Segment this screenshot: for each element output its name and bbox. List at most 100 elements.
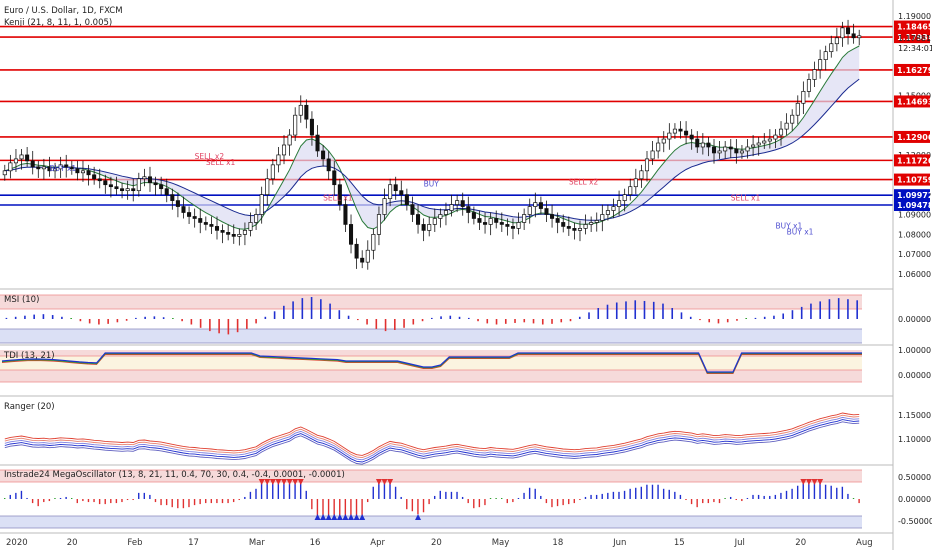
mega-bar — [238, 499, 240, 501]
mega-bar — [439, 490, 441, 499]
msi-bar — [236, 319, 239, 333]
mega-bar — [629, 488, 631, 499]
msi-bar — [227, 319, 230, 335]
price-axis[interactable]: 1.190001.150001.120001.100001.090001.080… — [894, 12, 932, 279]
mega-bar — [852, 498, 855, 499]
mega-bar — [316, 499, 319, 516]
candle-body — [846, 27, 851, 35]
candle-body — [561, 222, 566, 227]
mega-bar — [355, 499, 358, 516]
mega-pane[interactable]: Instrade24 MegaOscillator (13, 8, 21, 11… — [0, 469, 932, 529]
mega-bar — [59, 497, 62, 499]
mega-bar — [819, 482, 821, 499]
candle-body — [75, 168, 80, 174]
msi-bar — [329, 303, 331, 319]
candle-body — [544, 208, 549, 215]
candle-body — [706, 142, 711, 148]
tdi-pane[interactable]: TDI (13, 21) 1.00000 0.00000 — [0, 346, 931, 383]
ranger-pane[interactable]: Ranger (20) 1.15000 1.10000 — [4, 402, 931, 465]
mega-axis-tick: 0.00000 — [898, 495, 931, 504]
mega-bar — [618, 491, 620, 499]
mega-buy-arrow — [359, 514, 366, 520]
mega-sell-arrow — [281, 479, 288, 485]
candle-body — [812, 69, 817, 80]
mega-bar — [383, 482, 386, 499]
mega-bar — [808, 482, 810, 499]
mega-bar — [752, 494, 754, 499]
msi-pane[interactable]: MSI (10) 0.00000 — [0, 294, 931, 344]
candle-body — [488, 218, 493, 225]
mega-bar — [579, 499, 581, 501]
msi-bar — [532, 319, 535, 324]
candle-body — [388, 184, 393, 199]
candle-body — [214, 226, 220, 231]
mega-histogram — [3, 479, 860, 520]
msi-bar — [662, 303, 664, 319]
price-axis-tick: 1.06000 — [898, 270, 931, 279]
mega-bar — [126, 499, 129, 501]
price-bands — [4, 45, 860, 230]
msi-bar — [172, 318, 174, 319]
mega-bar — [188, 499, 190, 508]
candle-body — [510, 226, 515, 229]
mega-bar — [93, 499, 95, 503]
mega-bar — [361, 499, 363, 516]
candle-body — [644, 158, 650, 172]
price-level-tag — [894, 130, 930, 143]
signal-label: BUY x1 — [775, 221, 802, 230]
mega-bar — [534, 488, 536, 499]
mega-bar — [512, 499, 514, 503]
mega-bar — [132, 499, 134, 501]
candle-body — [304, 104, 309, 120]
tdi-lower-band — [0, 370, 862, 382]
candle-body — [538, 202, 543, 209]
candle-body — [466, 206, 471, 213]
date-axis-label: Aug — [856, 538, 873, 548]
candle-body — [36, 166, 41, 170]
date-axis-label: Jun — [612, 538, 626, 548]
msi-bar — [625, 301, 627, 319]
mega-bar — [143, 492, 146, 499]
price-level-tag-text: 1.09972 — [897, 191, 932, 200]
mega-sell-arrow — [805, 479, 812, 485]
mega-bar — [221, 499, 224, 504]
msi-bar — [421, 319, 424, 322]
date-axis[interactable]: 2020 20 Feb 17 Mar 16 Apr 20 May 18 Jun 15 Jul 20 Aug — [6, 538, 873, 548]
candle-body — [103, 180, 108, 186]
mega-bar — [260, 482, 263, 499]
mega-bar — [741, 499, 743, 502]
price-pane-bg — [0, 0, 893, 288]
candle-body — [181, 206, 186, 213]
mega-bar — [98, 499, 101, 505]
mega-bar — [824, 484, 827, 499]
chart-title: Euro / U.S. Dollar, 1D, FXCM — [4, 6, 123, 16]
mega-bar — [322, 499, 324, 516]
date-axis-label: 17 — [188, 538, 199, 548]
mega-bar — [568, 499, 570, 505]
candle-body — [220, 230, 225, 233]
msi-bar — [449, 315, 452, 319]
candle-body — [700, 142, 705, 148]
price-pane[interactable]: Euro / U.S. Dollar, 1D, FXCM Kenji (21, … — [0, 0, 932, 288]
mega-bar — [266, 482, 268, 499]
candle-body — [421, 224, 426, 231]
msi-bar — [5, 317, 8, 319]
candle-body — [265, 178, 270, 195]
msi-bar — [782, 313, 784, 319]
msi-bar — [569, 319, 572, 322]
msi-bar — [680, 312, 683, 319]
msi-bar — [246, 319, 248, 329]
mega-bar — [489, 498, 492, 499]
mega-bar — [769, 495, 771, 499]
msi-bar — [606, 304, 609, 319]
msi-bar — [394, 319, 396, 330]
candle-body — [449, 204, 454, 211]
candle-body — [343, 204, 348, 225]
mega-sell-arrow — [800, 479, 807, 485]
mega-bar — [76, 499, 78, 504]
date-axis-label: 2020 — [6, 538, 28, 548]
candle-body — [281, 144, 287, 156]
mega-bar — [841, 486, 844, 499]
mega-buy-arrow — [336, 514, 343, 520]
